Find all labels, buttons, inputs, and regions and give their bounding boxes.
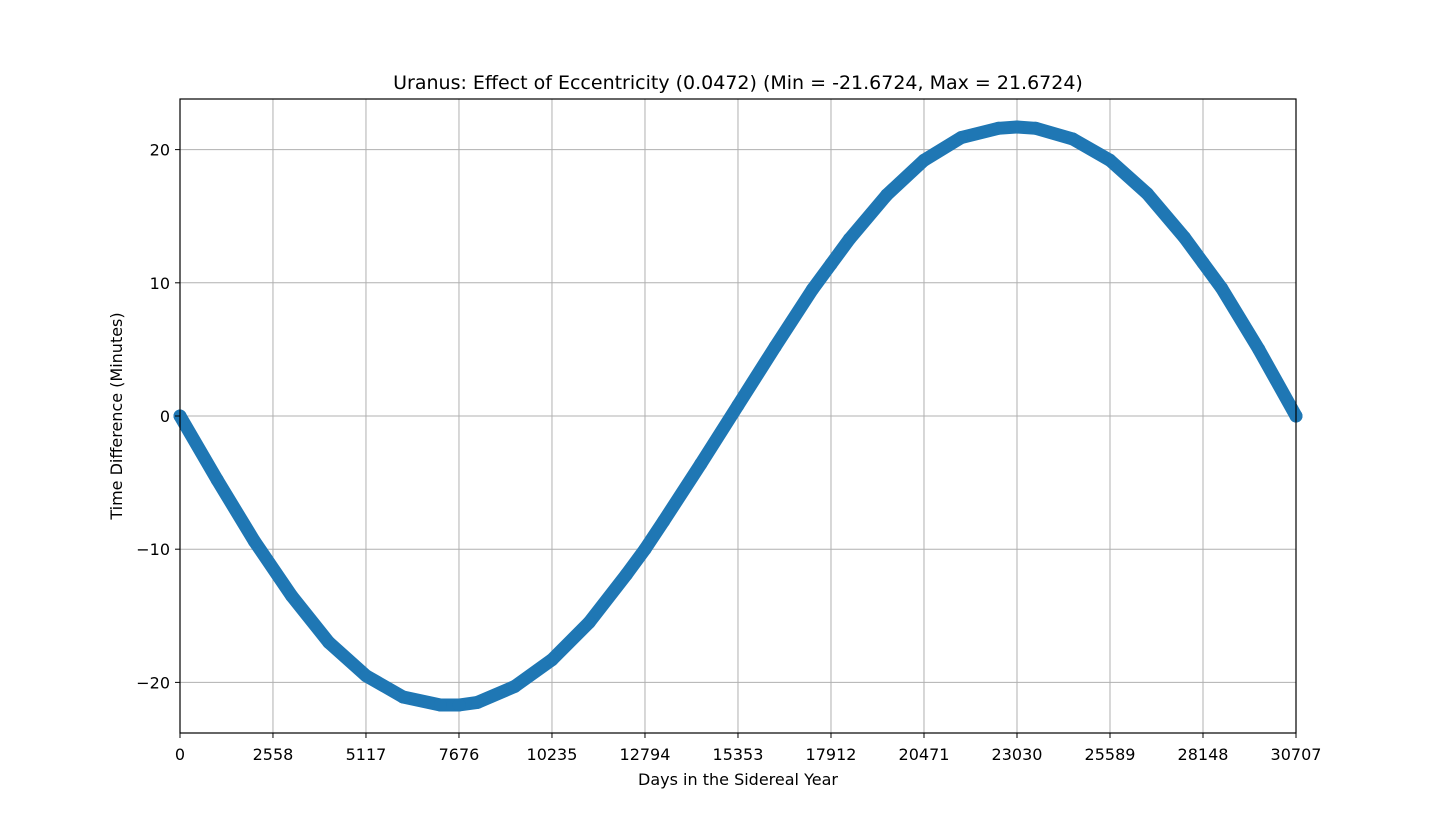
- data-point: [322, 635, 336, 649]
- data-point: [471, 695, 484, 709]
- data-point: [805, 283, 819, 296]
- y-tick-label: 0: [160, 407, 170, 426]
- x-tick-label: 23030: [992, 745, 1043, 764]
- x-tick-label: 10235: [527, 745, 578, 764]
- data-point: [508, 679, 522, 693]
- data-point: [768, 340, 782, 354]
- x-tick-label: 7676: [439, 745, 480, 764]
- data-point: [247, 534, 261, 548]
- data-point: [880, 188, 894, 202]
- x-tick-label: 25589: [1085, 745, 1136, 764]
- data-point: [824, 257, 838, 271]
- x-tick-label: 20471: [899, 745, 950, 764]
- x-tick-label: 28148: [1178, 745, 1229, 764]
- data-point: [545, 653, 559, 667]
- data-point: [638, 542, 652, 556]
- x-tick-label: 15353: [713, 745, 764, 764]
- data-point: [210, 473, 224, 487]
- data-point: [582, 615, 596, 629]
- data-point: [1196, 256, 1210, 270]
- x-tick-label: 12794: [620, 745, 671, 764]
- data-point: [657, 514, 671, 528]
- data-point: [917, 153, 931, 167]
- x-tick-label: 30707: [1271, 745, 1322, 764]
- x-axis-label: Days in the Sidereal Year: [638, 770, 838, 789]
- y-tick-label: −10: [136, 540, 170, 559]
- x-tick-label: 0: [175, 745, 185, 764]
- data-point: [619, 568, 633, 581]
- data-point: [1010, 120, 1024, 134]
- data-point: [731, 398, 745, 412]
- data-point: [1103, 153, 1117, 167]
- data-series-band: [173, 120, 1303, 712]
- data-point: [1029, 121, 1043, 135]
- y-axis-label: Time Difference (Minutes): [107, 312, 126, 520]
- chart-title: Uranus: Effect of Eccentricity (0.0472) …: [393, 72, 1083, 94]
- data-point: [1215, 281, 1229, 295]
- data-point: [1177, 231, 1191, 244]
- x-tick-label: 2558: [253, 745, 294, 764]
- data-point: [396, 690, 410, 704]
- x-tick-label: 17912: [806, 745, 857, 764]
- data-series: [173, 120, 1303, 712]
- x-tick-label: 5117: [346, 745, 387, 764]
- data-point: [285, 589, 299, 603]
- data-point: [1252, 342, 1266, 356]
- data-point: [694, 457, 708, 471]
- y-tick-label: 20: [150, 141, 170, 160]
- data-point: [433, 698, 447, 712]
- data-point: [1066, 132, 1080, 146]
- data-point: [954, 131, 968, 145]
- y-tick-label: 10: [150, 274, 170, 293]
- data-point: [991, 121, 1005, 135]
- axis-ticks: 0 2558 5117 7676 10235 12794 15353 17912 20471 23…: [136, 141, 1321, 764]
- data-point: [452, 698, 466, 712]
- data-point: [843, 232, 857, 246]
- y-tick-label: −20: [136, 673, 170, 692]
- data-point: [1140, 187, 1154, 201]
- data-point: [359, 669, 373, 683]
